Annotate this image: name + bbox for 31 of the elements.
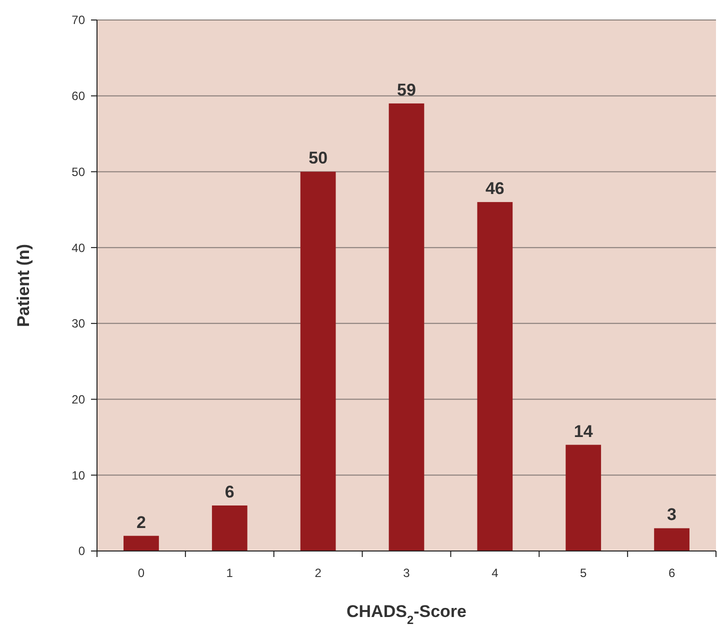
x-tick-label: 2	[314, 566, 322, 580]
x-tick-label: 6	[668, 566, 676, 580]
y-tick-label: 0	[78, 544, 86, 558]
data-label: 59	[397, 80, 416, 100]
y-tick-label: 20	[72, 392, 86, 406]
bar	[388, 103, 424, 551]
bar	[566, 444, 602, 551]
x-tick-label: 5	[580, 566, 588, 580]
x-tick-label: 0	[138, 566, 145, 580]
bar	[477, 202, 513, 551]
y-tick-label: 60	[72, 89, 86, 104]
data-label: 50	[308, 148, 328, 168]
bar	[124, 536, 159, 551]
x-tick-label: 1	[226, 566, 234, 580]
y-tick-label: 70	[72, 13, 86, 28]
bar	[212, 505, 248, 551]
y-tick-label: 40	[72, 240, 86, 255]
x-axis-title: CHADS$_{2}$-Score	[346, 602, 466, 627]
x-tick-label: 3	[403, 566, 410, 580]
y-axis-title: Patient (n)	[14, 244, 33, 328]
bar	[654, 528, 690, 551]
y-tick-label: 50	[72, 164, 86, 179]
y-tick-label: 10	[72, 468, 86, 482]
y-tick-label: 30	[72, 316, 86, 331]
data-label: 2	[136, 512, 146, 532]
data-label: 14	[574, 422, 594, 441]
data-label: 6	[224, 482, 234, 502]
x-tick-label: 4	[492, 566, 499, 580]
data-label: 46	[485, 179, 504, 198]
bar	[300, 172, 336, 551]
data-label: 3	[667, 505, 677, 524]
